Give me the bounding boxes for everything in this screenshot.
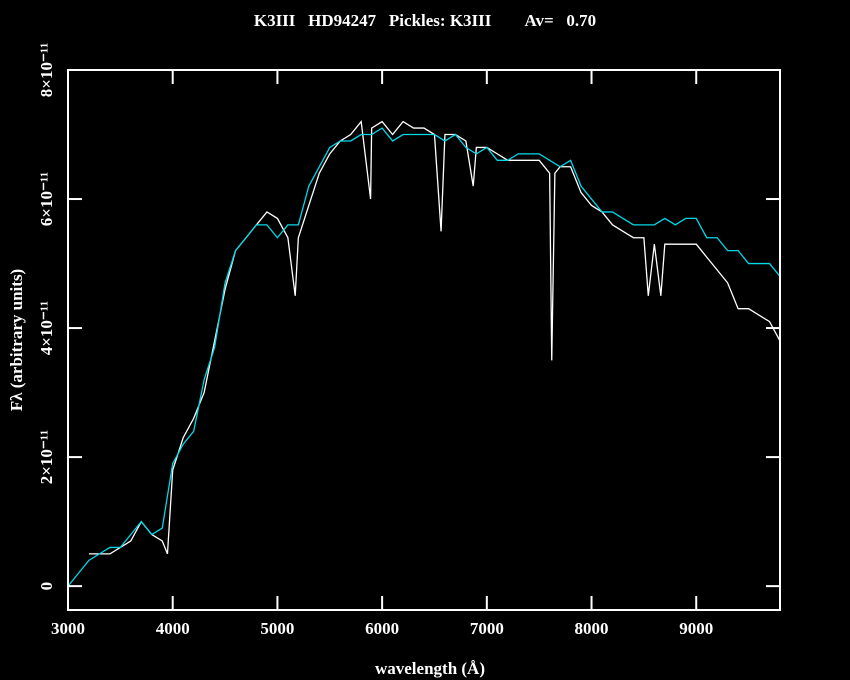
y-tick-label: 0: [37, 582, 56, 591]
x-axis-label: wavelength (Å): [375, 659, 485, 678]
x-tick-label: 9000: [679, 619, 713, 638]
y-tick-label: 6×10⁻¹¹: [37, 172, 56, 226]
x-tick-label: 8000: [575, 619, 609, 638]
y-tick-label: 2×10⁻¹¹: [37, 430, 56, 484]
plot-frame: [67, 69, 781, 611]
x-tick-label: 7000: [470, 619, 504, 638]
x-tick-label: 5000: [260, 619, 294, 638]
y-axis-label: Fλ (arbitrary units): [7, 269, 26, 411]
y-tick-label: 8×10⁻¹¹: [37, 43, 56, 97]
x-tick-label: 6000: [365, 619, 399, 638]
chart-title: K3III HD94247 Pickles: K3III Av= 0.70: [254, 11, 596, 30]
spectrum-line: [67, 127, 781, 587]
x-tick-label: 3000: [51, 619, 85, 638]
spectrum-line: [88, 120, 781, 555]
x-tick-label: 4000: [156, 619, 190, 638]
y-tick-label: 4×10⁻¹¹: [37, 301, 56, 355]
